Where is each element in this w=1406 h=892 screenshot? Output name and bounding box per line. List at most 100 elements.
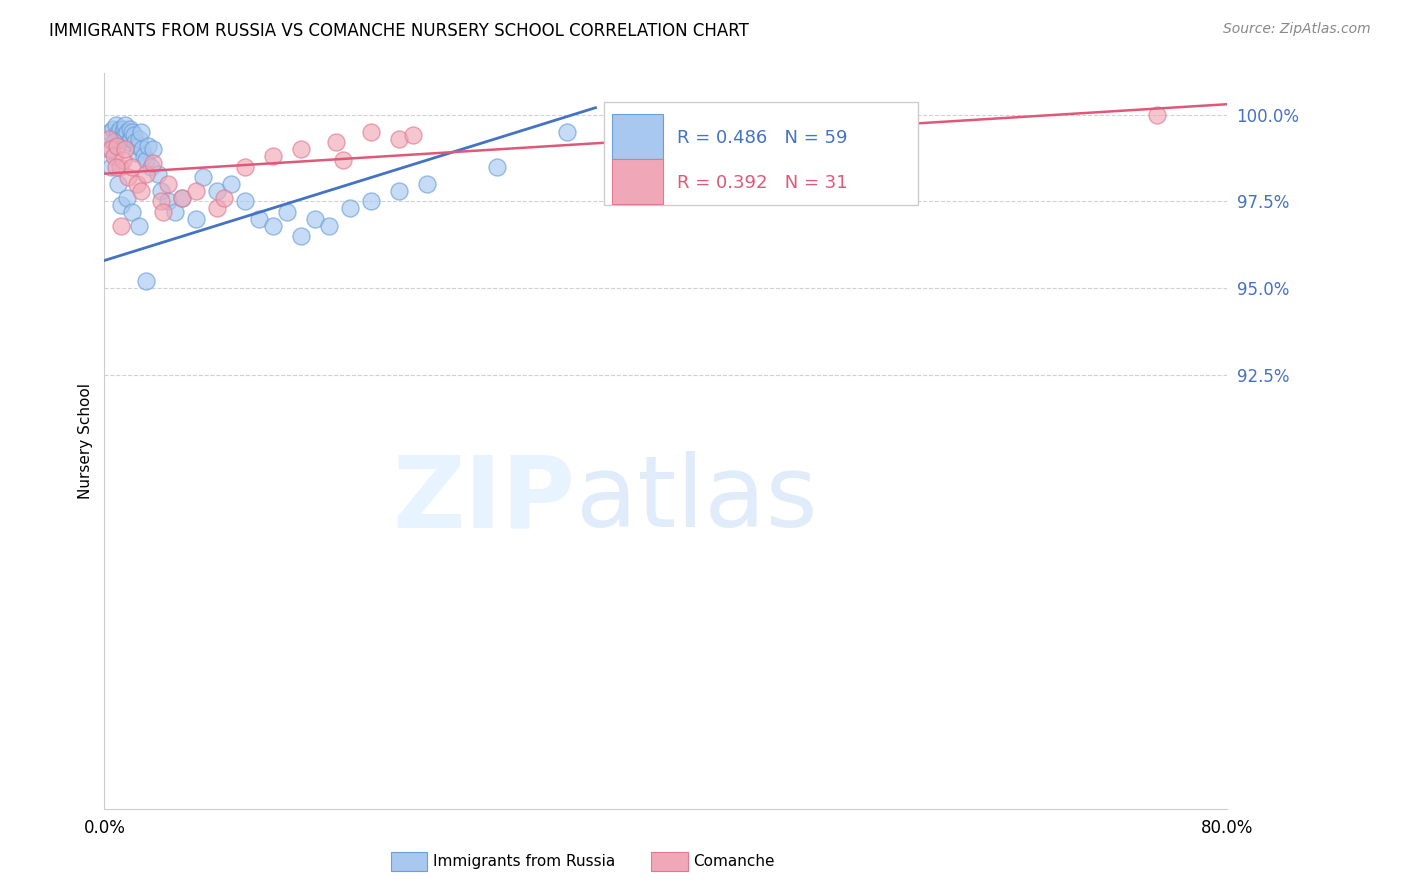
Point — [247, 211, 270, 226]
Point — [108, 121, 131, 136]
Point — [290, 142, 312, 156]
Point — [142, 156, 165, 170]
Point — [103, 136, 125, 150]
Point — [121, 160, 143, 174]
Point — [111, 153, 134, 167]
Point — [120, 132, 142, 146]
Point — [233, 194, 256, 209]
Point — [149, 184, 172, 198]
Point — [135, 153, 157, 167]
Point — [100, 142, 122, 156]
Point — [104, 160, 127, 174]
Point — [402, 128, 425, 143]
Point — [557, 125, 579, 139]
Text: Source: ZipAtlas.com: Source: ZipAtlas.com — [1223, 22, 1371, 37]
Point — [114, 142, 136, 156]
Text: IMMIGRANTS FROM RUSSIA VS COMANCHE NURSERY SCHOOL CORRELATION CHART: IMMIGRANTS FROM RUSSIA VS COMANCHE NURSE… — [49, 22, 749, 40]
Point — [117, 136, 139, 150]
Point — [114, 118, 136, 132]
FancyBboxPatch shape — [612, 113, 664, 159]
FancyBboxPatch shape — [605, 103, 918, 205]
Text: atlas: atlas — [576, 451, 817, 549]
Point — [118, 121, 141, 136]
Point — [108, 160, 131, 174]
Text: R = 0.392   N = 31: R = 0.392 N = 31 — [676, 174, 848, 193]
Point — [416, 177, 439, 191]
Point — [205, 202, 228, 216]
Text: R = 0.486   N = 59: R = 0.486 N = 59 — [676, 129, 848, 147]
Text: ZIP: ZIP — [392, 451, 576, 549]
Point — [101, 121, 124, 136]
Point — [105, 139, 128, 153]
Point — [125, 145, 148, 160]
Point — [105, 128, 128, 143]
Point — [290, 229, 312, 244]
Point — [103, 149, 125, 163]
Point — [132, 149, 155, 163]
Point — [486, 160, 509, 174]
Point — [128, 132, 150, 146]
Point — [304, 211, 326, 226]
Point — [117, 170, 139, 185]
Point — [360, 194, 382, 209]
Point — [262, 219, 284, 233]
Point — [97, 142, 120, 156]
Point — [128, 219, 150, 233]
Point — [233, 160, 256, 174]
Point — [112, 121, 135, 136]
Point — [97, 132, 120, 146]
Point — [149, 194, 172, 209]
FancyBboxPatch shape — [612, 159, 664, 204]
Point — [139, 160, 162, 174]
Point — [115, 191, 138, 205]
Point — [388, 132, 411, 146]
Point — [110, 219, 132, 233]
Text: Immigrants from Russia: Immigrants from Russia — [433, 855, 616, 869]
Point — [1146, 108, 1168, 122]
Point — [163, 205, 186, 219]
Point — [107, 125, 129, 139]
Point — [219, 177, 242, 191]
Point — [125, 177, 148, 191]
Point — [360, 125, 382, 139]
Point — [184, 211, 207, 226]
Point — [127, 139, 149, 153]
Point — [122, 128, 145, 143]
Point — [124, 136, 146, 150]
Point — [107, 177, 129, 191]
Point — [332, 153, 354, 167]
Point — [115, 125, 138, 139]
Point — [339, 202, 361, 216]
Point — [152, 205, 174, 219]
Point — [170, 191, 193, 205]
Point — [111, 125, 134, 139]
Point — [142, 142, 165, 156]
Point — [135, 167, 157, 181]
Point — [104, 118, 127, 132]
Point — [191, 170, 214, 185]
Point — [184, 184, 207, 198]
Point — [135, 274, 157, 288]
Point — [156, 177, 179, 191]
Point — [318, 219, 340, 233]
Point — [170, 191, 193, 205]
Point — [276, 205, 298, 219]
Point — [136, 139, 159, 153]
Point — [121, 205, 143, 219]
Point — [98, 125, 121, 139]
Point — [110, 132, 132, 146]
Point — [156, 194, 179, 209]
Point — [205, 184, 228, 198]
Point — [110, 198, 132, 212]
Point — [129, 125, 152, 139]
Point — [325, 136, 347, 150]
Point — [121, 125, 143, 139]
Y-axis label: Nursery School: Nursery School — [79, 383, 93, 499]
Point — [114, 128, 136, 143]
Point — [388, 184, 411, 198]
Text: Comanche: Comanche — [693, 855, 775, 869]
Point — [131, 142, 153, 156]
Point — [212, 191, 235, 205]
Point — [262, 149, 284, 163]
Point — [100, 160, 122, 174]
